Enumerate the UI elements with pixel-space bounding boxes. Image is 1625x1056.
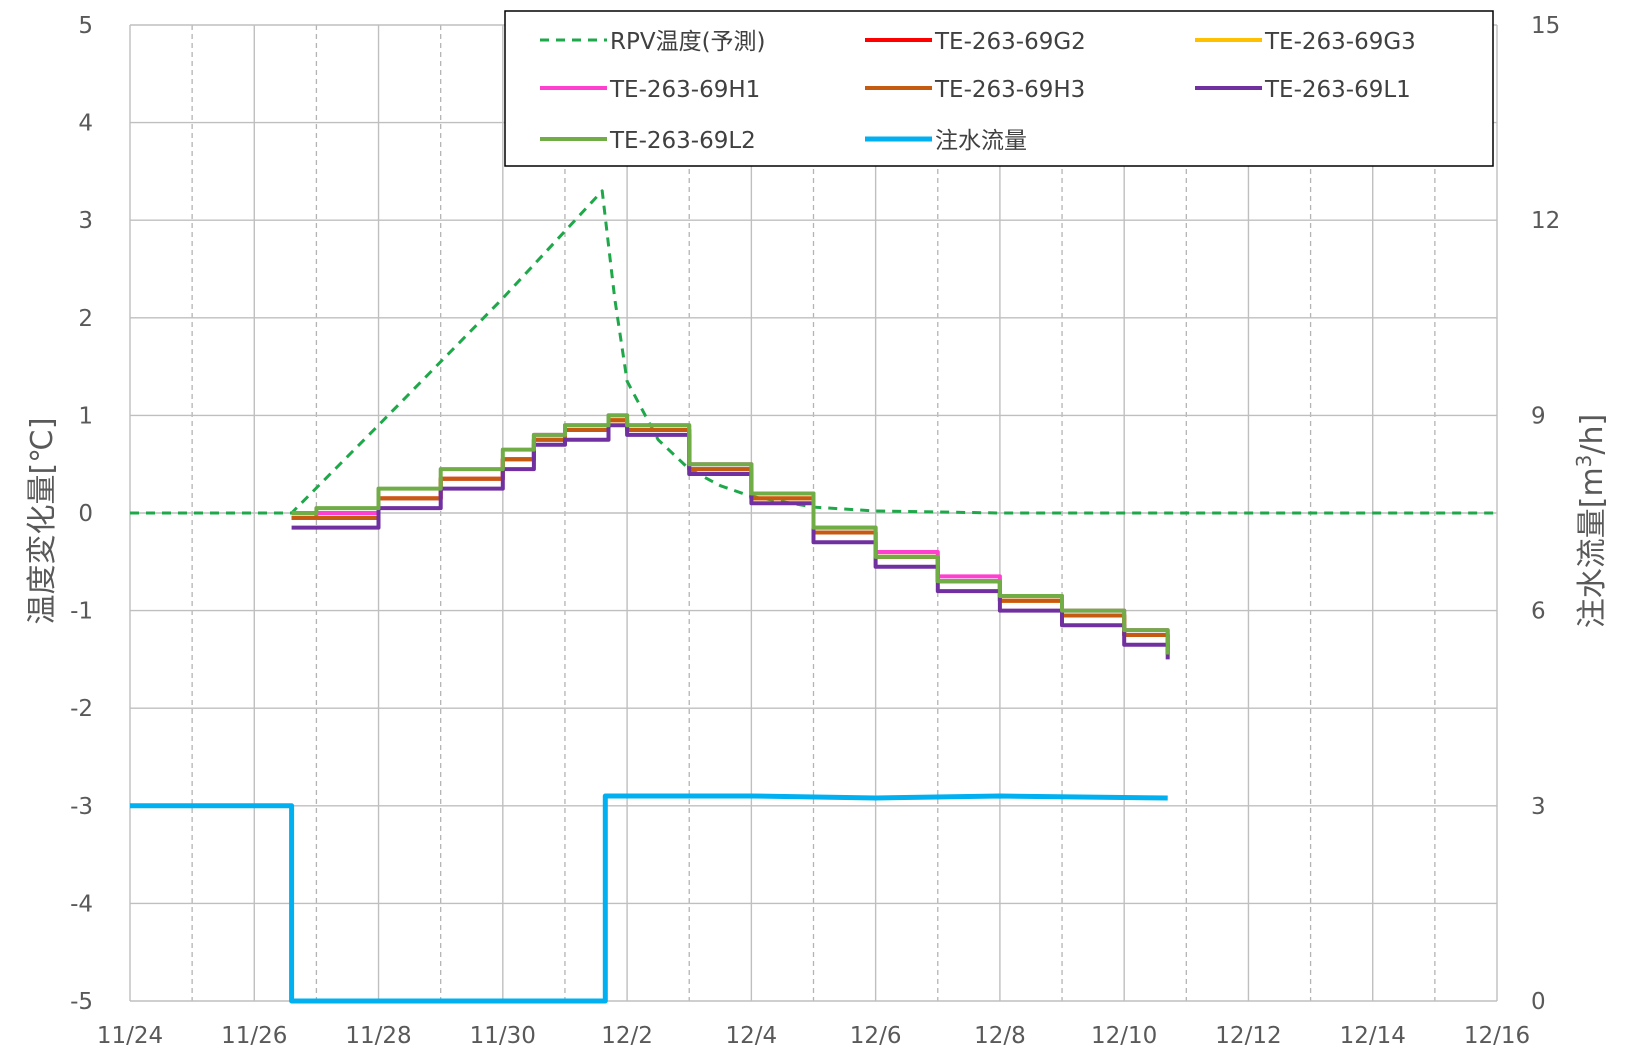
axis-ticks: 11/24 11/26 11/28 11/30 12/2 12/4 12/6 12/8 12/1… bbox=[70, 13, 1560, 1049]
y-left-tick-label: 2 bbox=[78, 306, 93, 332]
y-right-tick-label: 9 bbox=[1531, 403, 1546, 429]
x-tick-label: 12/16 bbox=[1464, 1023, 1530, 1049]
series-line bbox=[291, 413, 1170, 650]
series-line bbox=[291, 423, 1170, 660]
y-right-axis-title-main: 注水流量[m bbox=[1575, 467, 1610, 628]
x-tick-label: 12/2 bbox=[601, 1023, 653, 1049]
legend-label: 注水流量 bbox=[935, 128, 1027, 154]
y-left-tick-label: 1 bbox=[78, 403, 93, 429]
series-line bbox=[130, 189, 1497, 515]
legend-label: TE-263-69L1 bbox=[1264, 77, 1411, 103]
legend-label: TE-263-69H3 bbox=[934, 77, 1085, 103]
y-left-axis-title: 温度変化量[℃] bbox=[25, 417, 60, 624]
y-left-tick-label: 0 bbox=[78, 501, 93, 527]
x-tick-label: 12/4 bbox=[726, 1023, 778, 1049]
x-tick-label: 12/8 bbox=[974, 1023, 1026, 1049]
y-right-tick-label: 6 bbox=[1531, 599, 1546, 625]
x-tick-label: 11/30 bbox=[470, 1023, 536, 1049]
legend-label: TE-263-69L2 bbox=[609, 128, 756, 154]
legend-label: TE-263-69G3 bbox=[1264, 29, 1416, 55]
y-left-tick-label: -2 bbox=[70, 696, 93, 722]
x-tick-label: 11/26 bbox=[221, 1023, 287, 1049]
y-left-tick-label: -4 bbox=[70, 891, 93, 917]
x-tick-label: 12/10 bbox=[1091, 1023, 1157, 1049]
y-right-tick-label: 3 bbox=[1531, 794, 1546, 820]
legend-box bbox=[504, 10, 1494, 167]
series-line bbox=[291, 413, 1170, 655]
y-right-tick-label: 12 bbox=[1531, 208, 1560, 234]
y-left-tick-label: 4 bbox=[78, 111, 93, 137]
y-left-tick-label: -1 bbox=[70, 599, 93, 625]
x-tick-label: 12/14 bbox=[1340, 1023, 1406, 1049]
x-tick-label: 11/24 bbox=[97, 1023, 163, 1049]
x-tick-label: 12/6 bbox=[850, 1023, 902, 1049]
legend: RPV温度(予測) TE-263-69G2 TE-263-69G3 TE-263-69… bbox=[504, 10, 1494, 167]
y-right-axis-title-tail: /h] bbox=[1575, 414, 1610, 455]
y-left-tick-label: 5 bbox=[78, 13, 93, 39]
series-line bbox=[291, 418, 1170, 650]
series-layer bbox=[130, 189, 1497, 1004]
x-tick-label: 12/12 bbox=[1215, 1023, 1281, 1049]
legend-label: TE-263-69H1 bbox=[609, 77, 760, 103]
x-tick-label: 11/28 bbox=[345, 1023, 411, 1049]
y-right-tick-label: 15 bbox=[1531, 13, 1560, 39]
series-line bbox=[291, 418, 1170, 655]
y-left-tick-label: -3 bbox=[70, 794, 93, 820]
legend-label: RPV温度(予測) bbox=[610, 29, 766, 55]
y-left-tick-label: -5 bbox=[70, 989, 93, 1015]
y-left-tick-label: 3 bbox=[78, 208, 93, 234]
y-right-axis-title: 注水流量[m3/h] bbox=[1572, 414, 1610, 629]
series-line bbox=[291, 418, 1170, 655]
y-right-tick-label: 0 bbox=[1531, 989, 1546, 1015]
series-line bbox=[130, 793, 1168, 1004]
legend-label: TE-263-69G2 bbox=[934, 29, 1086, 55]
y-right-axis-title-sup: 3 bbox=[1572, 455, 1596, 468]
